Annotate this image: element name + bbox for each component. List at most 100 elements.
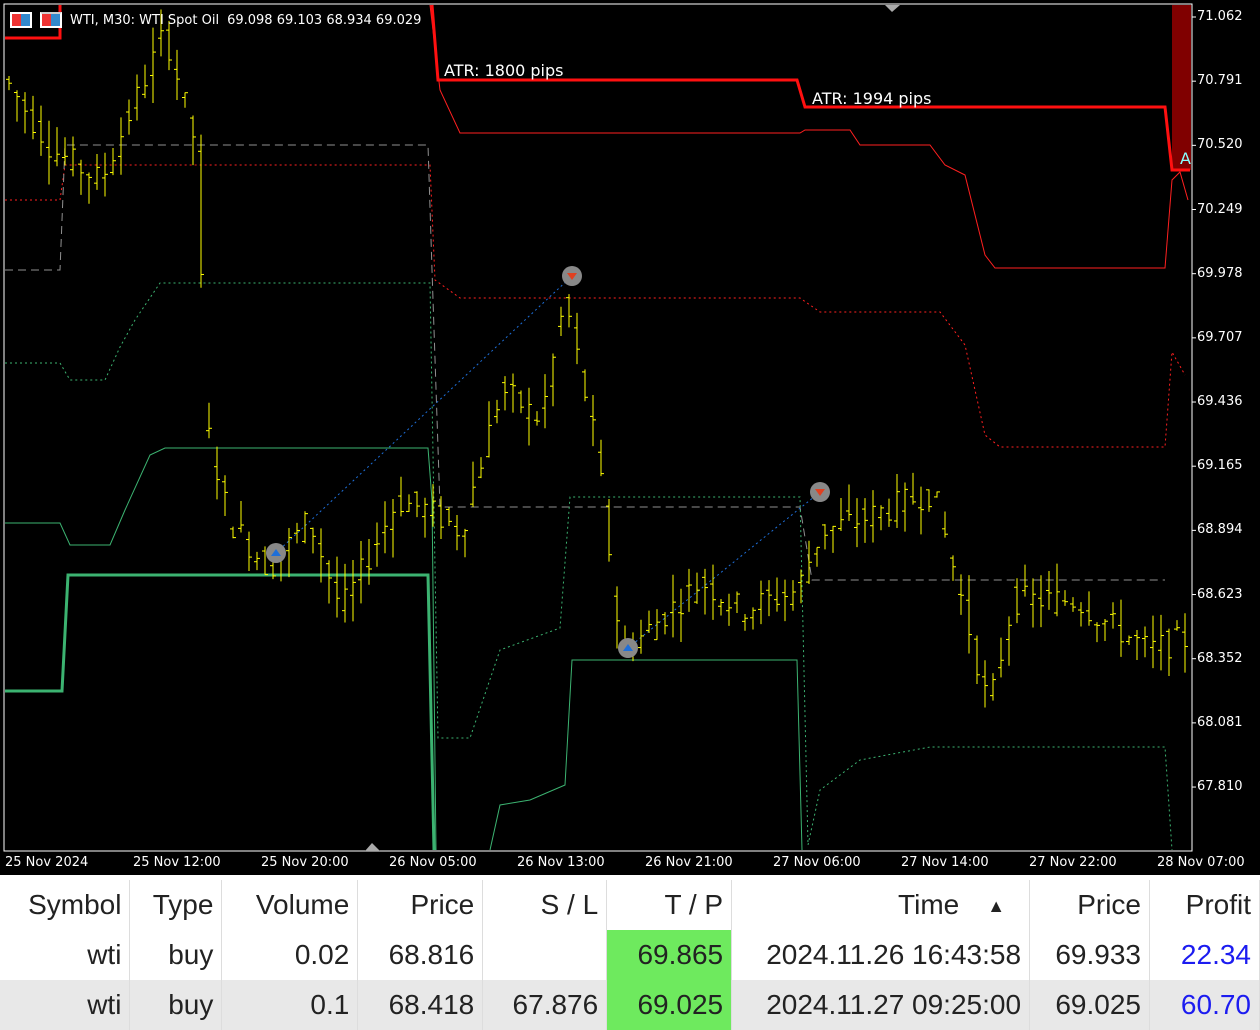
- price-label: 67.810: [1197, 779, 1243, 795]
- price-label: 68.894: [1197, 522, 1243, 538]
- price-bar: [286, 527, 292, 578]
- buy-entry-icon: [618, 638, 638, 658]
- price-bar: [310, 527, 316, 554]
- price-bar: [222, 475, 228, 517]
- price-label: 70.249: [1197, 201, 1243, 217]
- price-bar: [54, 127, 60, 167]
- price-bar: [686, 568, 692, 612]
- price-bar: [646, 610, 652, 634]
- price-bar: [246, 531, 252, 571]
- price-bar: [1094, 622, 1100, 643]
- time-label: 28 Nov 07:00: [1157, 855, 1245, 870]
- price-bar: [38, 105, 44, 156]
- price-bar: [910, 472, 916, 505]
- price-bar: [158, 9, 164, 57]
- chart-title: WTI, M30: WTI Spot Oil: [70, 12, 220, 28]
- price-bar: [430, 484, 436, 527]
- price-bar: [950, 555, 956, 581]
- price-bar: [398, 476, 404, 517]
- chart-shift-marker: [885, 5, 900, 12]
- price-bar: [750, 607, 756, 630]
- price-bar: [102, 152, 108, 197]
- cell-volume: 0.02: [221, 930, 359, 980]
- col-type[interactable]: Type: [129, 880, 223, 930]
- price-bar: [374, 522, 380, 567]
- price-bar: [574, 312, 580, 365]
- price-bar: [1046, 570, 1052, 610]
- time-label: 26 Nov 05:00: [389, 855, 477, 870]
- price-bar: [590, 394, 596, 447]
- col-symbol[interactable]: Symbol: [0, 880, 131, 930]
- table-row[interactable]: wti buy 0.1 68.418 67.876 69.025 2024.11…: [0, 980, 1260, 1030]
- price-bar: [934, 491, 940, 498]
- cell-sl[interactable]: 67.876: [482, 980, 608, 1030]
- sort-ascending-icon: ▲: [987, 896, 1006, 917]
- price-bar: [134, 74, 140, 121]
- cell-sl[interactable]: [482, 930, 608, 980]
- price-label: 70.791: [1197, 73, 1243, 89]
- price-bar: [1174, 620, 1180, 631]
- cell-tp[interactable]: 69.865: [606, 930, 733, 980]
- cell-time: 2024.11.27 09:25:00: [731, 980, 1031, 1030]
- price-bar: [814, 546, 820, 567]
- col-sl[interactable]: S / L: [482, 880, 608, 930]
- price-bar: [678, 588, 684, 642]
- sell-exit-icon: [562, 266, 582, 286]
- price-bar: [1006, 616, 1012, 666]
- price-bar: [166, 20, 172, 71]
- price-bar: [62, 137, 68, 166]
- sell-exit-icon: [810, 482, 830, 502]
- chart-canvas[interactable]: [0, 0, 1260, 875]
- chart-frame: [3, 3, 1193, 852]
- price-bar: [662, 612, 668, 635]
- table-row[interactable]: wti buy 0.02 68.816 69.865 2024.11.26 16…: [0, 930, 1260, 980]
- price-bar: [1166, 628, 1172, 676]
- price-bar: [478, 457, 484, 479]
- price-bar: [1102, 618, 1108, 641]
- price-bar: [518, 390, 524, 414]
- price-chart[interactable]: WTI, M30: WTI Spot Oil 69.098 69.103 68.…: [0, 0, 1260, 875]
- support-thin-line: [5, 447, 437, 851]
- price-bar: [182, 92, 188, 108]
- price-bar: [206, 402, 212, 439]
- col-price[interactable]: Price: [357, 880, 484, 930]
- price-bar: [606, 499, 612, 562]
- chart-save-icon[interactable]: [40, 12, 62, 28]
- price-bar: [758, 580, 764, 625]
- col-time[interactable]: Time ▲: [731, 880, 1031, 930]
- price-bar: [798, 569, 804, 604]
- mid-dashed-line: [5, 144, 1165, 581]
- support-dotted-line: [5, 282, 1173, 851]
- price-bar: [70, 136, 76, 177]
- col-volume[interactable]: Volume: [221, 880, 359, 930]
- time-label: 25 Nov 20:00: [261, 855, 349, 870]
- edge-marker: A: [1180, 149, 1191, 168]
- price-bar: [262, 546, 268, 576]
- price-bar: [974, 635, 980, 685]
- price-bar: [926, 489, 932, 512]
- time-label: 27 Nov 14:00: [901, 855, 989, 870]
- price-bar: [806, 540, 812, 584]
- price-bar: [734, 591, 740, 614]
- chart-grid-icon[interactable]: [10, 12, 32, 28]
- price-bar: [862, 498, 868, 543]
- price-bars: [6, 9, 1188, 708]
- col-profit[interactable]: Profit: [1149, 880, 1260, 930]
- price-bar: [350, 560, 356, 622]
- price-bar: [654, 609, 660, 641]
- price-label: 69.978: [1197, 265, 1243, 281]
- col-current-price[interactable]: Price: [1029, 880, 1150, 930]
- price-bar: [702, 568, 708, 615]
- price-bar: [782, 579, 788, 622]
- price-bar: [902, 482, 908, 532]
- cell-tp[interactable]: 69.025: [606, 980, 733, 1030]
- buy-entry-icon: [266, 543, 286, 563]
- atr-label-2: ATR: 1994 pips: [812, 89, 932, 108]
- price-bar: [6, 76, 12, 91]
- price-bar: [822, 524, 828, 550]
- price-bar: [302, 511, 308, 544]
- col-tp[interactable]: T / P: [606, 880, 733, 930]
- price-bar: [1086, 591, 1092, 626]
- resistance-solid-line: [429, 4, 1189, 269]
- price-bar: [894, 473, 900, 529]
